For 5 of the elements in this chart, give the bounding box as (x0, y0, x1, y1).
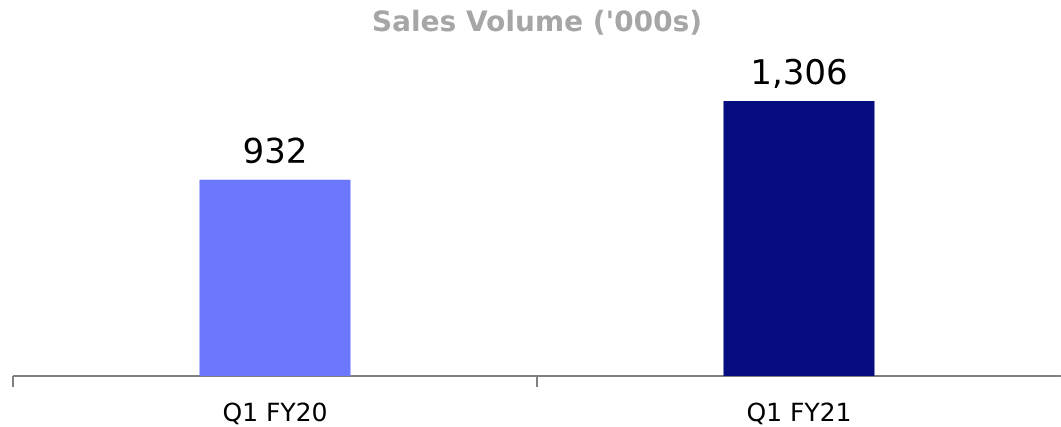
x-tick-label: Q1 FY20 (223, 402, 326, 425)
data-label: 932 (244, 137, 305, 164)
x-tick-label: Q1 FY21 (747, 402, 850, 425)
chart-title: Sales Volume ('000s) (373, 9, 700, 35)
data-label: 1,306 (754, 58, 846, 88)
